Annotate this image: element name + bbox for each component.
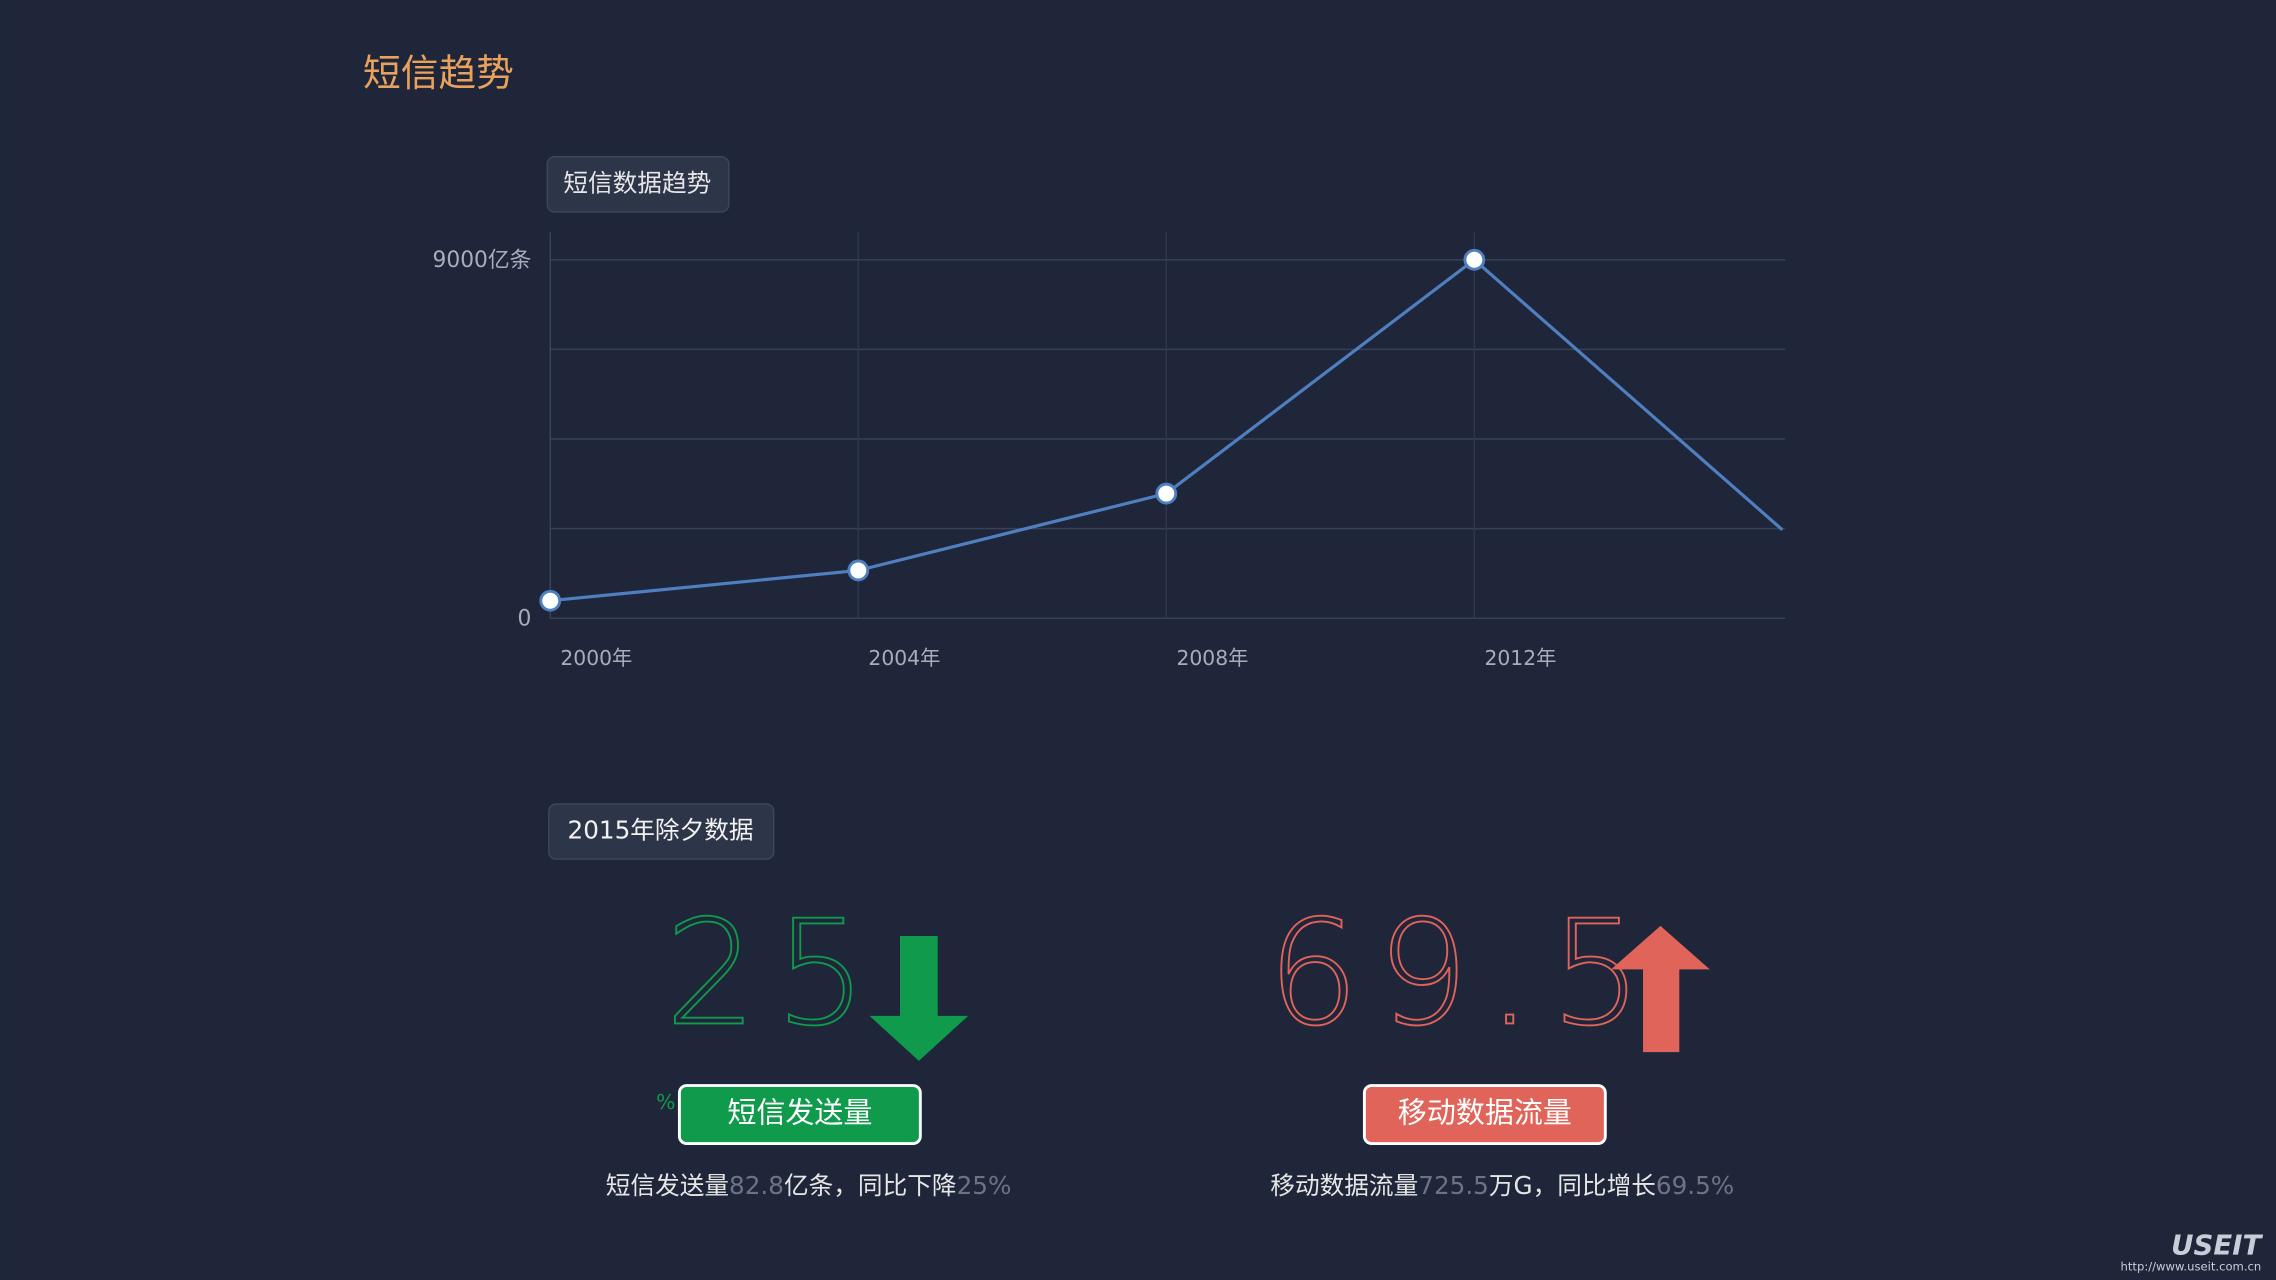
caption: 短信发送量82.8亿条，同比下降25% [606,1171,1012,1200]
caption-part: 82.8 [729,1171,784,1200]
caption-part: 725.5 [1418,1171,1489,1200]
y-tick-label: 9000亿条 [433,248,532,273]
label-box [677,1084,922,1146]
big-number: 25 [665,889,884,1058]
caption: 移动数据流量725.5万G，同比增长69.5% [1270,1171,1734,1200]
x-tick-label: 2008年 [1176,646,1248,670]
point-marker [847,559,870,582]
caption-part: 短信发送量 [606,1171,729,1200]
big-number: 69.5 [1267,889,1660,1058]
x-tick-label: 2000年 [560,646,632,670]
label: 移动数据流量 [1398,1096,1572,1130]
caption-part: 移动数据流量 [1270,1171,1418,1200]
caption-part: 万G，同比增长 [1489,1171,1656,1200]
caption-part: 亿条，同比下降 [784,1171,957,1200]
label-box [1362,1084,1607,1146]
point-marker [1463,248,1486,271]
unit: % [656,1090,675,1114]
logo: USEIT [2171,1229,2263,1262]
stats-title: 2015年除夕数据 [568,816,754,845]
point-marker [539,589,562,612]
stats-title-box [548,803,775,860]
arrow-down [869,936,969,1061]
x-tick-label: 2004年 [868,646,940,670]
chart-title: 短信数据趋势 [563,168,711,197]
chart-title-box [546,156,730,213]
logo-url: http://www.useit.com.cn [2121,1259,2262,1273]
y-tick-label: 0 [518,607,532,632]
caption-part: 25% [957,1171,1012,1200]
page-title: 短信趋势 [363,51,514,95]
x-tick-label: 2012年 [1484,646,1556,670]
label: 短信发送量 [727,1096,872,1130]
point-marker [1155,482,1178,505]
caption-part: 69.5% [1656,1171,1734,1200]
arrow-up [1611,925,1710,1053]
